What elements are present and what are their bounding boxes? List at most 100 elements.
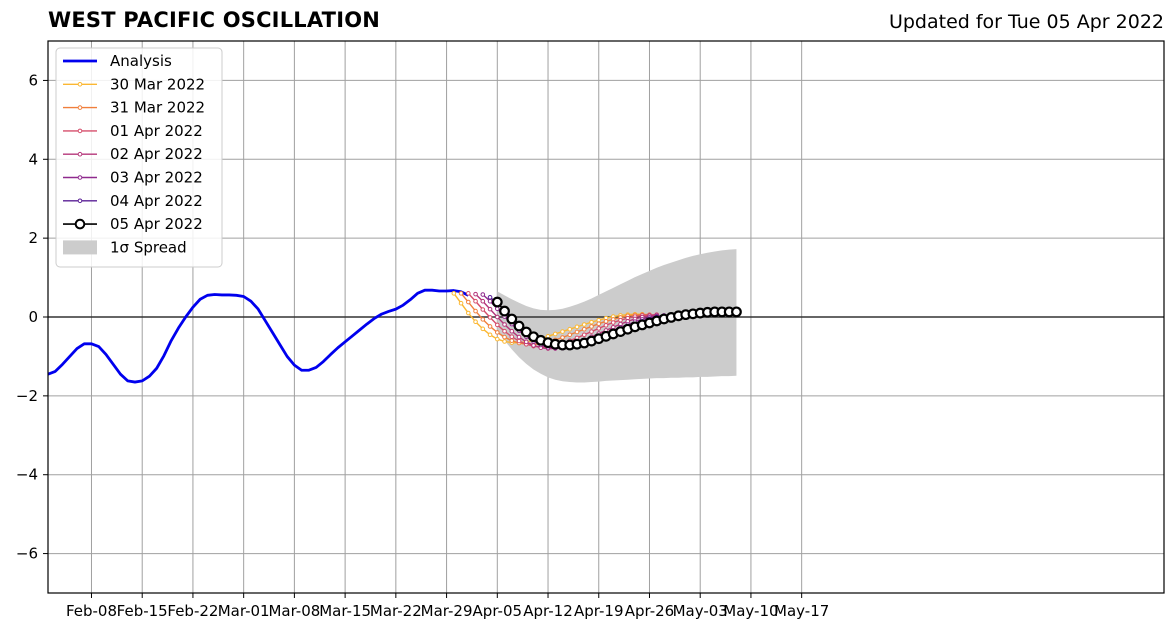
forecast-point xyxy=(567,326,573,332)
forecast-point xyxy=(560,335,565,340)
x-tick-label: May-17 xyxy=(774,602,829,620)
forecast-point xyxy=(581,322,587,327)
forecast-point xyxy=(473,291,478,297)
forecast-point xyxy=(589,329,594,334)
forecast-point xyxy=(603,319,609,324)
x-tick-label: Feb-08 xyxy=(66,602,117,620)
y-tick-label: −6 xyxy=(16,545,38,563)
x-tick-label: Apr-26 xyxy=(625,602,675,620)
forecast-point xyxy=(458,300,464,306)
x-tick-label: Apr-05 xyxy=(473,602,523,620)
x-tick-label: May-03 xyxy=(673,602,728,620)
legend-forecast-marker xyxy=(77,151,83,157)
legend-label: 30 Mar 2022 xyxy=(110,75,205,93)
axis-ticks: Feb-08 Feb-15 Feb-22 Mar-01Mar-08Mar-15Mar-… xyxy=(16,71,829,620)
forecast-point xyxy=(502,339,507,344)
legend-label: Analysis xyxy=(110,52,172,70)
forecast-point xyxy=(603,322,609,328)
forecast-point xyxy=(589,319,594,325)
legend-label: 1σ Spread xyxy=(110,238,187,256)
forecast-point xyxy=(480,292,486,297)
forecast-point xyxy=(487,315,493,320)
forecast-point xyxy=(451,291,457,296)
x-tick-label: Mar-01 xyxy=(218,602,270,620)
forecast-point xyxy=(610,320,616,325)
x-tick-label: Feb-22 xyxy=(167,602,218,620)
x-tick-label: Feb-15 xyxy=(117,602,168,620)
forecast-point xyxy=(480,307,486,312)
forecast-point xyxy=(473,319,478,325)
forecast-point xyxy=(516,334,522,340)
legend-forecast-marker xyxy=(77,128,83,134)
forecast-point xyxy=(494,330,500,335)
forecast-point xyxy=(560,329,565,334)
forecast-point xyxy=(466,299,471,305)
updated-date: Updated for Tue 05 Apr 2022 xyxy=(888,11,1164,33)
legend-forecast-marker xyxy=(77,175,83,180)
forecast-point xyxy=(509,338,515,343)
x-tick-label: Mar-08 xyxy=(268,602,320,620)
forecast-point xyxy=(574,329,580,335)
forecast-point xyxy=(502,322,507,327)
legend-forecast-marker xyxy=(77,105,83,110)
current-forecast-point xyxy=(499,305,510,317)
analysis-line xyxy=(47,288,469,384)
forecast-point xyxy=(466,291,471,296)
y-tick-label: 0 xyxy=(28,308,38,326)
x-tick-label: Apr-12 xyxy=(523,602,573,620)
legend-label: 02 Apr 2022 xyxy=(110,145,203,163)
forecast-point xyxy=(466,310,471,316)
x-tick-label: Mar-29 xyxy=(421,602,473,620)
forecast-point xyxy=(494,314,500,320)
legend-box xyxy=(55,47,223,268)
legend-forecast-marker xyxy=(77,198,83,204)
legend-forecast-marker xyxy=(77,82,83,87)
current-forecast-point xyxy=(731,306,742,318)
legend-spread-swatch xyxy=(63,240,97,255)
forecast-point xyxy=(473,308,478,314)
legend-label: 05 Apr 2022 xyxy=(110,215,203,233)
forecast-point xyxy=(574,324,580,330)
legend-label: 31 Mar 2022 xyxy=(110,99,205,117)
current-forecast-point xyxy=(513,320,525,332)
x-tick-label: May-10 xyxy=(723,602,778,620)
forecast-point xyxy=(589,324,594,329)
y-tick-label: 6 xyxy=(28,71,38,89)
forecast-point xyxy=(581,332,587,338)
forecast-point xyxy=(494,306,500,312)
forecast-point xyxy=(596,321,602,327)
forecast-point xyxy=(552,331,558,337)
forecast-point xyxy=(480,298,486,304)
legend-label: 01 Apr 2022 xyxy=(110,122,203,140)
forecast-point xyxy=(480,317,486,322)
current-forecast-point xyxy=(520,326,532,338)
chart-title: WEST PACIFIC OSCILLATION xyxy=(48,8,381,32)
forecast-point xyxy=(487,324,493,329)
current-forecast-point xyxy=(506,313,518,325)
forecast-point xyxy=(502,328,507,334)
current-forecast-point xyxy=(491,296,503,308)
forecast-point xyxy=(581,326,587,332)
legend-label: 04 Apr 2022 xyxy=(110,192,203,210)
forecast-point xyxy=(494,336,500,342)
forecast-point xyxy=(480,326,486,332)
forecast-point xyxy=(487,298,493,304)
forecast-point xyxy=(487,332,493,338)
forecast-point xyxy=(516,338,522,344)
forecast-point xyxy=(487,294,493,300)
forecast-point xyxy=(509,328,515,334)
forecast-point xyxy=(494,322,500,328)
y-tick-label: 4 xyxy=(28,150,38,168)
forecast-point xyxy=(487,306,493,312)
x-tick-label: Mar-22 xyxy=(370,602,422,620)
forecast-point xyxy=(618,317,623,323)
forecast-point xyxy=(473,298,478,304)
legend: Analysis 30 Mar 2022 31 Mar 2022 01 Apr 202… xyxy=(55,47,223,268)
x-tick-label: Mar-15 xyxy=(319,602,371,620)
y-tick-label: 2 xyxy=(28,229,38,247)
forecast-point xyxy=(509,334,515,340)
forecast-point xyxy=(458,291,464,296)
forecast-point xyxy=(523,339,529,345)
legend-label: 03 Apr 2022 xyxy=(110,169,203,187)
